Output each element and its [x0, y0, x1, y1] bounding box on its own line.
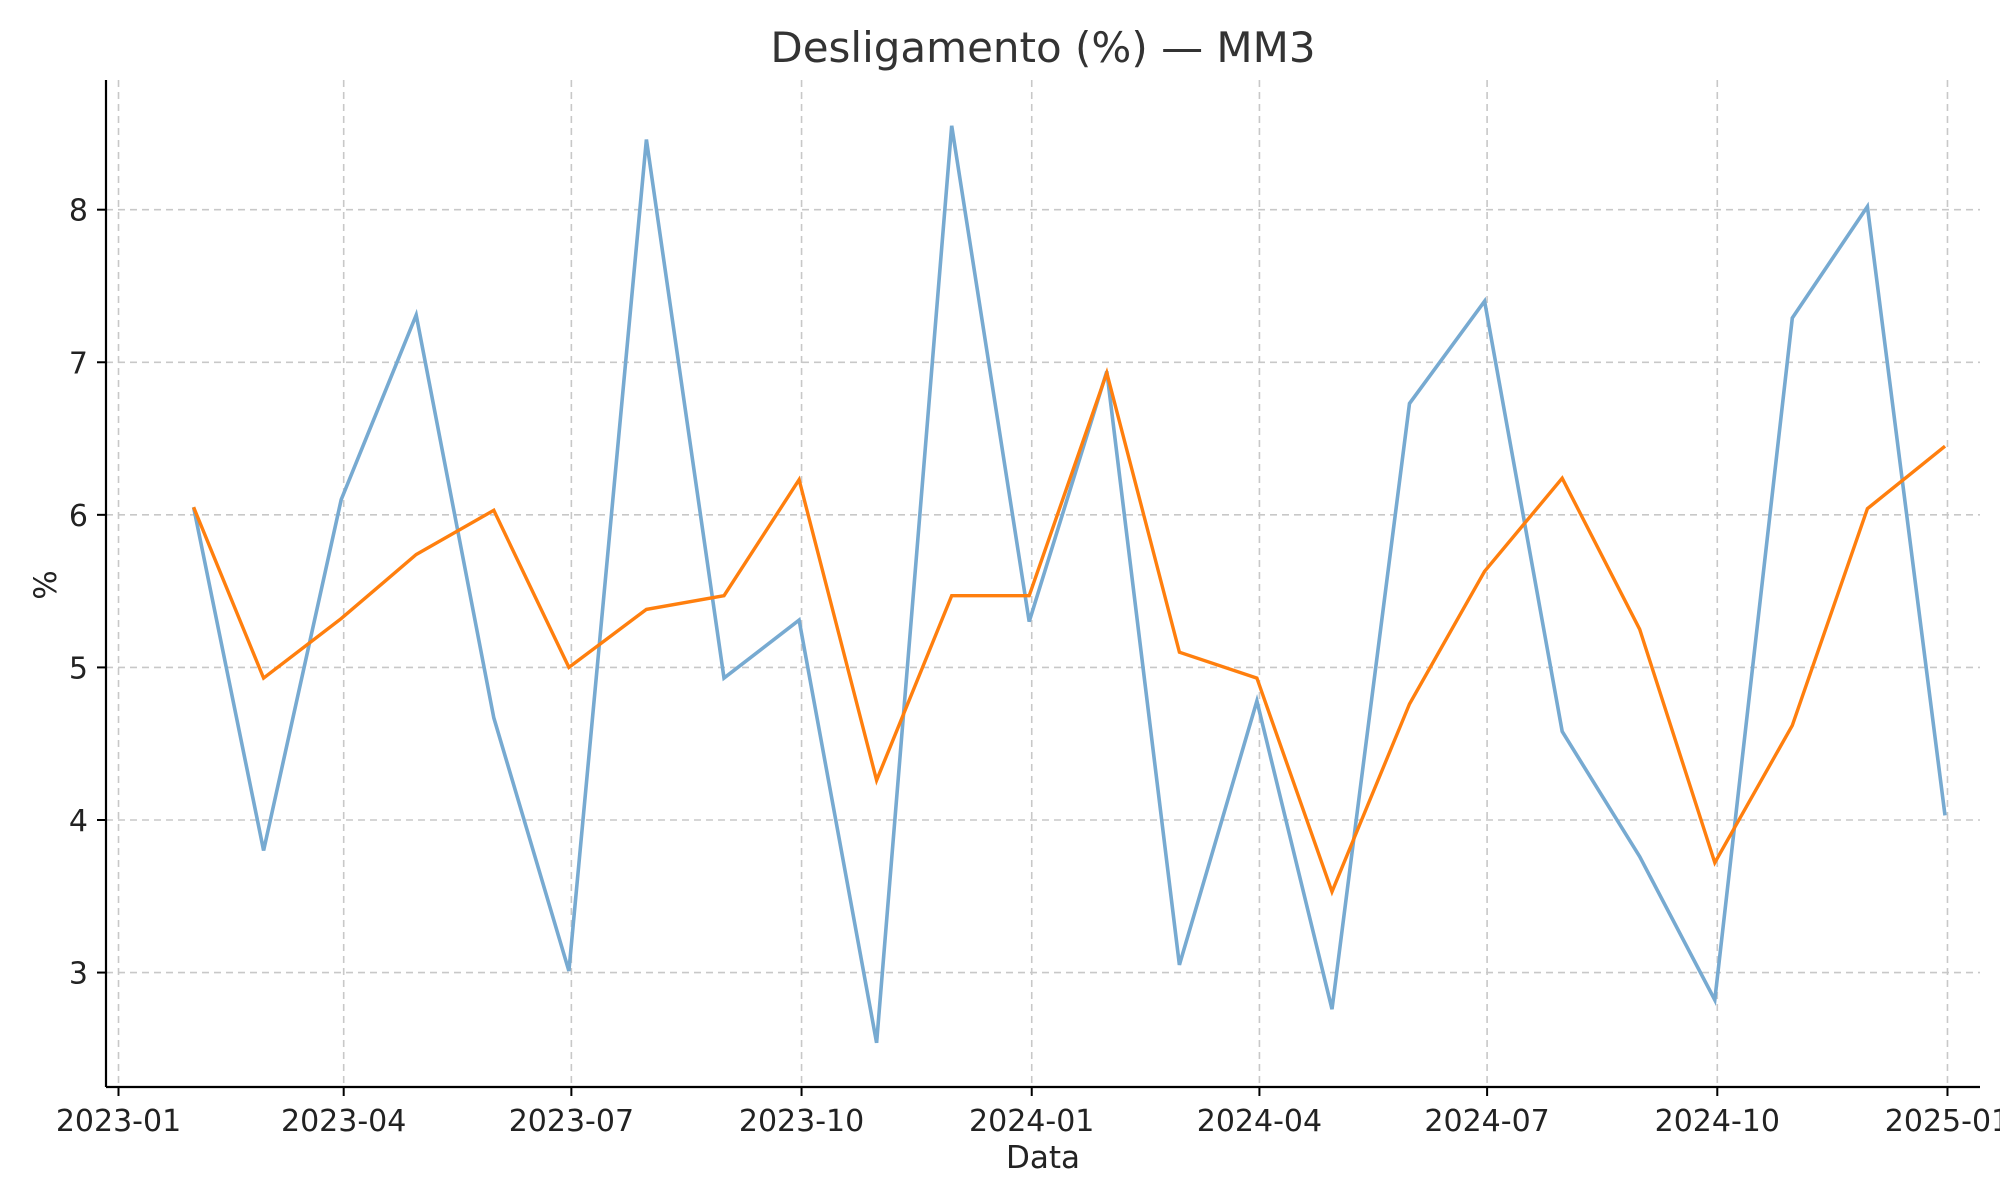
x-tick-label: 2025-01 — [1885, 1104, 2000, 1139]
x-axis-label: Data — [1006, 1140, 1080, 1176]
x-tick-label: 2023-07 — [509, 1104, 634, 1139]
x-tick-label: 2024-10 — [1655, 1104, 1780, 1139]
y-tick-label: 3 — [69, 957, 88, 992]
x-tick-label: 2024-01 — [969, 1104, 1094, 1139]
y-tick-label: 8 — [69, 194, 88, 229]
x-tick-label: 2023-04 — [281, 1104, 406, 1139]
y-axis-label: % — [28, 570, 64, 599]
x-tick-label: 2024-07 — [1424, 1104, 1549, 1139]
series-line-2 — [192, 367, 1947, 897]
tick-layer: 2023-01 2023-04 2023-07 2023-10 2024-01 2024-… — [56, 194, 2000, 1139]
series-line-1 — [191, 125, 1947, 1044]
x-tick-label: 2023-10 — [739, 1104, 864, 1139]
chart-title: Desligamento (%) — MM3 — [770, 23, 1315, 72]
x-tick-label: 2023-01 — [56, 1104, 181, 1139]
y-tick-label: 7 — [69, 346, 88, 381]
series-layer — [191, 125, 1947, 1044]
y-tick-label: 6 — [69, 499, 88, 534]
axes-layer — [104, 80, 1980, 1089]
grid-layer — [106, 80, 1980, 1087]
x-tick-label: 2024-04 — [1197, 1104, 1322, 1139]
y-tick-label: 5 — [69, 651, 88, 686]
y-tick-label: 4 — [69, 804, 88, 839]
